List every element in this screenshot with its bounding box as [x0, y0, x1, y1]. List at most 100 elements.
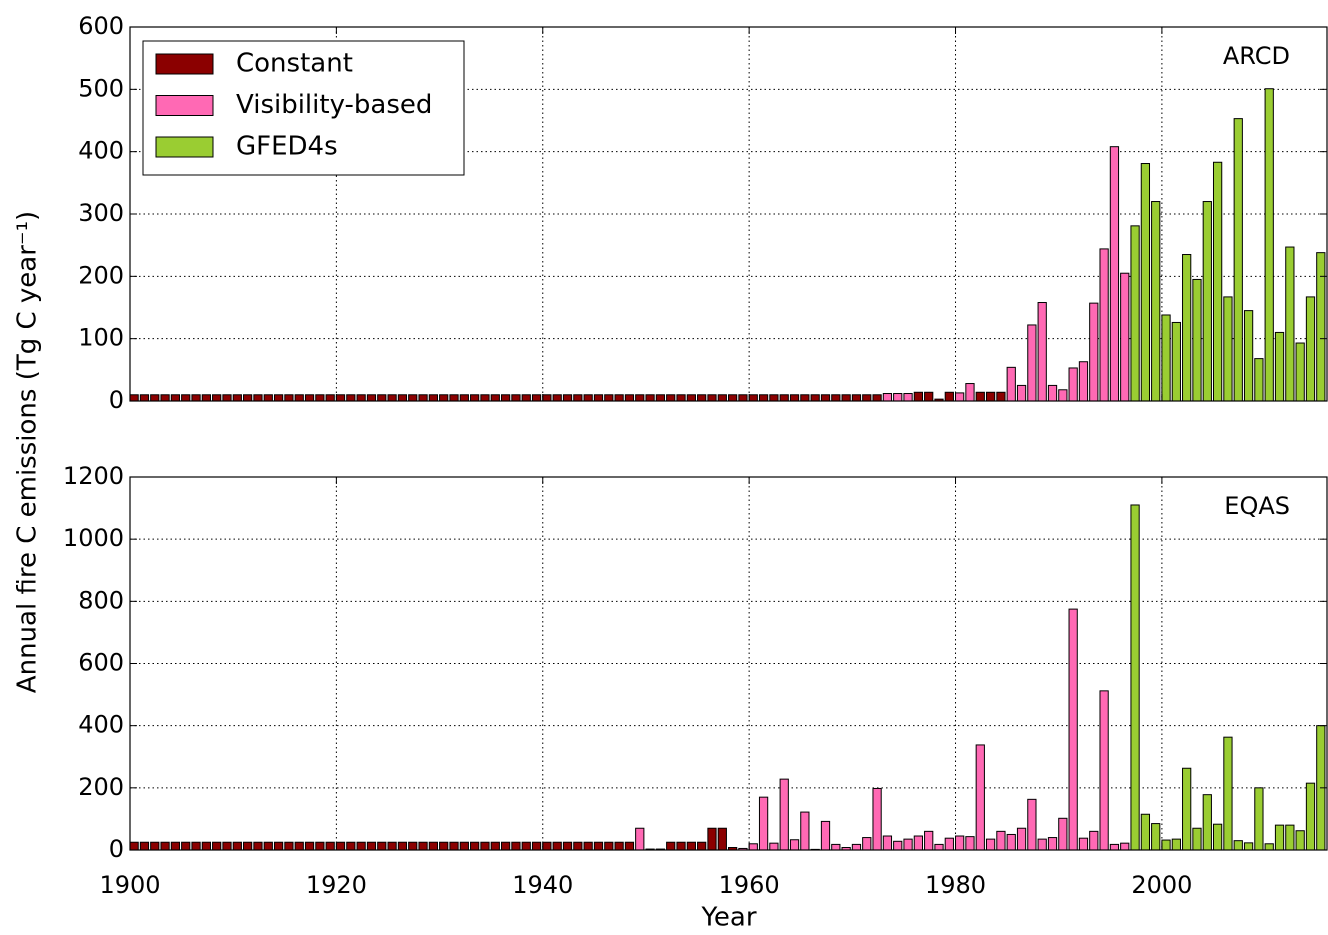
bar: [1151, 823, 1161, 851]
bar: [335, 394, 346, 402]
bar: [1161, 839, 1171, 851]
bar: [955, 835, 965, 851]
bar: [377, 394, 387, 402]
bar: [624, 841, 635, 851]
bar: [593, 394, 604, 402]
bar: [707, 827, 717, 851]
bar: [294, 394, 304, 402]
y-axis-label: Annual fire C emissions (Tg C year⁻¹): [13, 211, 43, 693]
bar: [573, 394, 583, 402]
bar: [1037, 838, 1047, 851]
bar: [851, 843, 862, 851]
bar: [1305, 782, 1316, 851]
bar: [325, 841, 335, 851]
bar: [748, 394, 758, 402]
bar: [1171, 838, 1181, 851]
bar: [820, 394, 831, 402]
bar: [1202, 794, 1212, 851]
bar: [408, 394, 418, 402]
bar: [944, 837, 954, 851]
y-tick-label: 600: [78, 649, 124, 677]
bar: [1047, 384, 1058, 402]
bar: [645, 394, 655, 402]
bar: [366, 841, 377, 851]
bar: [181, 841, 191, 851]
bar: [480, 394, 490, 402]
bar: [604, 841, 614, 851]
bar: [1295, 830, 1305, 851]
bar: [150, 394, 160, 402]
bar: [387, 841, 397, 851]
bar: [418, 394, 428, 402]
bar: [789, 839, 800, 851]
bar: [831, 394, 841, 402]
bar: [996, 830, 1006, 851]
bar: [965, 836, 975, 851]
bar: [253, 394, 263, 402]
bar: [356, 394, 366, 402]
bar: [666, 841, 676, 851]
bar: [800, 394, 810, 402]
bar: [418, 841, 428, 851]
bar: [686, 841, 696, 851]
bar: [160, 841, 170, 851]
x-tick-label: 1900: [99, 871, 160, 899]
bar: [191, 394, 201, 402]
legend-label: Visibility-based: [236, 90, 432, 120]
bar: [635, 827, 645, 851]
bar: [222, 394, 232, 402]
bar: [273, 394, 284, 402]
bar: [1285, 246, 1295, 402]
bar: [666, 394, 676, 402]
bar: [552, 841, 562, 851]
bar: [335, 841, 346, 851]
bar: [500, 394, 511, 402]
bar: [975, 391, 985, 402]
x-tick-label: 2000: [1131, 871, 1192, 899]
bar: [1006, 366, 1016, 402]
bar: [1192, 278, 1202, 402]
bar: [201, 841, 211, 851]
bar: [232, 841, 242, 851]
y-tick-label: 0: [109, 386, 124, 414]
bar: [562, 841, 573, 851]
bar: [232, 394, 242, 402]
bar: [820, 820, 831, 851]
bar: [387, 394, 397, 402]
bar: [614, 394, 624, 402]
bar: [480, 841, 490, 851]
bar: [924, 391, 934, 402]
bar: [1254, 787, 1264, 851]
bar: [1264, 843, 1274, 851]
bar: [758, 796, 769, 851]
bar: [1316, 252, 1326, 402]
bar: [882, 393, 893, 402]
bar: [686, 394, 696, 402]
x-tick-label: 1980: [925, 871, 986, 899]
bar: [449, 841, 459, 851]
bar: [707, 394, 717, 402]
bar: [1099, 248, 1109, 402]
bar: [397, 394, 408, 402]
bar: [428, 841, 439, 851]
bar: [1016, 384, 1027, 402]
bar: [531, 394, 542, 402]
bar: [1223, 296, 1233, 402]
bar: [851, 394, 862, 402]
x-tick-label: 1920: [306, 871, 367, 899]
bar: [676, 394, 686, 402]
bar: [635, 394, 645, 402]
bar: [1078, 837, 1089, 851]
bar: [1254, 358, 1264, 402]
y-tick-label: 600: [78, 12, 124, 40]
bar: [789, 394, 800, 402]
bar: [1058, 817, 1068, 851]
bar: [624, 394, 635, 402]
bar: [212, 841, 222, 851]
bar: [181, 394, 191, 402]
legend-swatch: [155, 136, 214, 158]
bar: [1212, 161, 1223, 402]
bar: [1078, 361, 1089, 402]
bar: [1243, 842, 1254, 851]
bar: [975, 744, 985, 851]
